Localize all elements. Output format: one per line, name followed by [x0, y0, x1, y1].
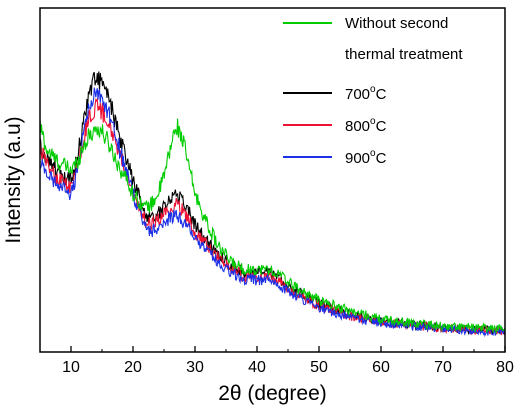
- legend-label: 800oC: [345, 116, 387, 135]
- x-tick-label: 70: [434, 359, 452, 376]
- series-layer: [39, 71, 506, 338]
- legend-label-value: 700: [345, 86, 370, 103]
- x-axis-title: 2θ (degree): [218, 382, 327, 405]
- x-tick-label: 50: [310, 359, 328, 376]
- x-axis: 10 20 30 40 50 60 70 80: [39, 346, 514, 376]
- y-axis-title: Intensity (a.u): [2, 116, 25, 243]
- series-line: [39, 118, 506, 335]
- legend-label-unit: C: [376, 86, 387, 103]
- legend-label: 900oC: [345, 148, 387, 167]
- legend-label: Without second: [345, 15, 448, 32]
- legend-label-unit: C: [376, 150, 387, 167]
- legend-label: thermal treatment: [345, 46, 463, 63]
- legend-label-sup: o: [370, 116, 376, 127]
- x-tick-label: 60: [372, 359, 390, 376]
- series-line: [39, 87, 506, 338]
- x-tick-label: 10: [62, 359, 80, 376]
- legend-label-value: 900: [345, 150, 370, 167]
- series-line: [39, 97, 506, 336]
- x-tick-label: 40: [248, 359, 266, 376]
- legend-label: 700oC: [345, 84, 387, 103]
- plot-frame: [39, 7, 506, 353]
- x-tick-label: 20: [124, 359, 142, 376]
- x-tick-label: 80: [496, 359, 514, 376]
- legend-label-unit: C: [376, 118, 387, 135]
- legend-label-value: 800: [345, 118, 370, 135]
- legend-label-sup: o: [370, 148, 376, 159]
- x-tick-label: 30: [186, 359, 204, 376]
- legend-label-sup: o: [370, 84, 376, 95]
